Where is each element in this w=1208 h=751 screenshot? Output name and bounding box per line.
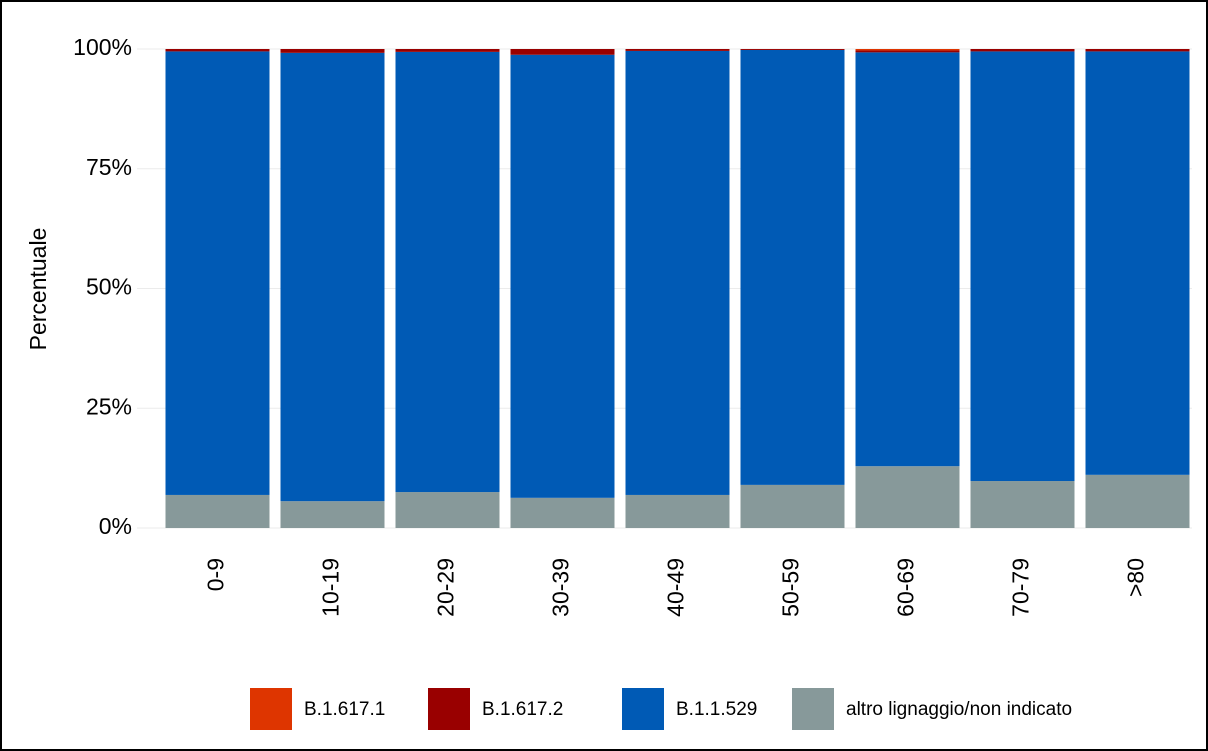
bar-segment: [970, 51, 1075, 482]
legend-swatch: [250, 688, 292, 730]
x-tick-label: 50-59: [778, 558, 804, 617]
bar-segment: [970, 49, 1075, 52]
bar-segment: [740, 49, 845, 50]
legend-label: B.1.617.2: [482, 699, 563, 720]
bar-segment: [280, 49, 385, 53]
x-tick-label: 60-69: [893, 558, 919, 617]
bar-segment: [740, 49, 845, 485]
bar-segment: [625, 49, 730, 51]
bar-segment: [510, 54, 615, 498]
legend-swatch: [792, 688, 834, 730]
y-axis-title: Percentuale: [25, 228, 51, 351]
bar-segment: [855, 50, 960, 53]
bar-segment: [395, 51, 500, 493]
bar-segment: [1085, 474, 1190, 528]
bar-segment: [740, 484, 845, 528]
x-tick-label: 30-39: [548, 558, 574, 617]
x-tick-label: 10-19: [318, 558, 344, 617]
bar-segment: [1085, 49, 1190, 52]
x-tick-label: 70-79: [1008, 558, 1034, 617]
legend-swatch: [428, 688, 470, 730]
bar-segment: [625, 494, 730, 528]
bar-segment: [855, 466, 960, 528]
bar-segment: [280, 501, 385, 528]
bar-segment: [395, 492, 500, 528]
x-tick-label: 20-29: [433, 558, 459, 617]
y-tick-label: 75%: [86, 154, 132, 180]
x-tick-label: 40-49: [663, 558, 689, 617]
bar-segment: [165, 49, 270, 52]
bar-segment: [165, 494, 270, 528]
y-tick-label: 0%: [99, 513, 132, 539]
bar-segment: [1085, 51, 1190, 475]
bar-segment: [395, 49, 500, 52]
y-tick-label: 50%: [86, 274, 132, 300]
bar-segment: [280, 52, 385, 502]
legend-swatch: [622, 688, 664, 730]
bar-segment: [165, 51, 270, 495]
bar-segment: [970, 481, 1075, 528]
x-tick-label: 0-9: [203, 558, 229, 591]
legend-label: altro lignaggio/non indicato: [846, 699, 1072, 720]
x-tick-label: >80: [1123, 558, 1149, 597]
y-tick-label: 25%: [86, 393, 132, 419]
bar-segment: [510, 497, 615, 528]
bar-segment: [855, 52, 960, 467]
legend-label: B.1.617.1: [304, 699, 385, 720]
legend-label: B.1.1.529: [676, 699, 757, 720]
bar-segment: [855, 49, 960, 51]
bar-segment: [625, 50, 730, 495]
bar-segment: [510, 49, 615, 55]
y-tick-label: 100%: [73, 34, 132, 60]
